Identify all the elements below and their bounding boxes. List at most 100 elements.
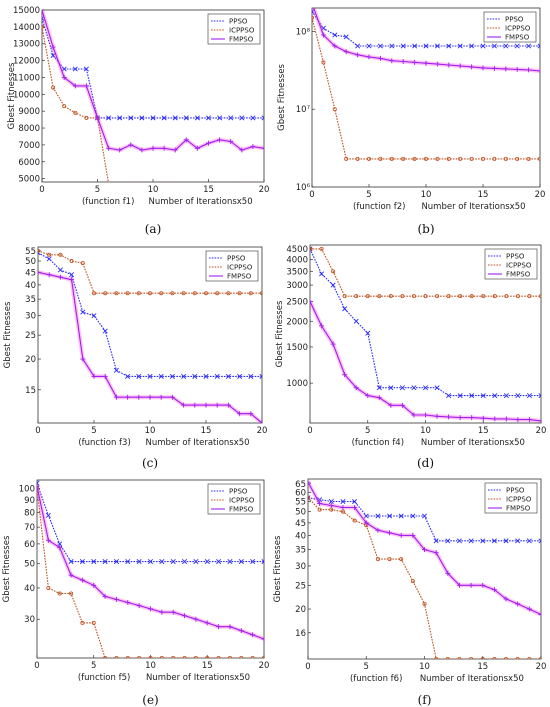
y-tick-label: 9000 <box>18 107 40 117</box>
x-tick-label: 0 <box>35 426 40 436</box>
chart-svg: 0 5 10 15 20 5000 6000 7000 8000 9000 10000 11000 12… <box>7 6 269 207</box>
data-point-fmpso <box>340 505 346 511</box>
data-point-icppso <box>480 657 485 659</box>
data-point-ppso <box>147 373 153 379</box>
chart-panel-2: 0 5 10 15 20 10⁶ 10⁷ 10⁸ Gbest Fitnesses (functio… <box>275 0 550 236</box>
data-point-ppso <box>387 513 393 519</box>
y-axis-label: Gbest Fitnesses <box>277 64 287 131</box>
legend-label: PPSO <box>229 488 248 496</box>
legend-label: FMPSO <box>506 505 531 513</box>
data-point-icppso <box>251 181 254 182</box>
data-point-ppso <box>204 559 210 565</box>
data-point-ppso <box>375 513 381 519</box>
panel-caption: (d) <box>416 456 435 470</box>
data-point-icppso <box>365 294 370 299</box>
y-tick-label: 30 <box>25 312 36 322</box>
data-point-icppso <box>248 291 253 296</box>
legend-label: PPSO <box>227 255 246 263</box>
y-tick-label: 4500 <box>286 245 308 255</box>
y-tick-label: 40 <box>25 281 36 291</box>
series-group <box>42 10 264 182</box>
data-point-ppso <box>117 115 123 121</box>
data-point-fmpso <box>45 537 51 543</box>
data-point-fmpso <box>308 479 311 485</box>
chart-panel-3: 0 5 10 15 20 15 20 25 30 35 40 45 50 55 Gbest Fitnesse… <box>0 236 275 472</box>
legend-label: PPSO <box>506 487 525 495</box>
data-point-ppso <box>353 318 359 324</box>
data-point-icppso <box>80 261 85 266</box>
data-point-ppso <box>328 499 334 505</box>
data-point-ppso <box>343 34 349 40</box>
data-point-fmpso <box>239 147 245 153</box>
data-point-ppso <box>491 538 497 544</box>
data-point-fmpso <box>46 272 52 278</box>
data-point-icppso <box>434 657 439 659</box>
data-point-fmpso <box>376 395 382 401</box>
data-point-icppso <box>140 181 143 182</box>
chart-panel-5: 0 5 10 15 20 30 40 50 60 70 80 90 100 Gbest Fitnesses… <box>0 472 275 707</box>
data-point-ppso <box>526 393 532 399</box>
data-point-ppso <box>423 43 429 49</box>
data-point-icppso <box>215 291 220 296</box>
y-tick-label: 25 <box>25 331 36 341</box>
data-point-fmpso <box>491 587 497 593</box>
y-tick-label: 30 <box>295 562 306 572</box>
data-point-fmpso <box>365 393 371 399</box>
x-tick-label: 10 <box>419 662 430 672</box>
data-point-icppso <box>227 656 232 658</box>
y-tick-label: 80 <box>24 509 35 519</box>
x-tick-label: 10 <box>420 426 431 436</box>
data-point-icppso <box>192 291 197 296</box>
data-point-ppso <box>102 559 108 565</box>
data-point-icppso <box>193 656 198 658</box>
data-point-ppso <box>421 513 428 519</box>
x-axis-label: Number of Iterationsx50 <box>421 202 525 212</box>
y-tick-label: 2500 <box>286 297 308 307</box>
y-tick-label: 1500 <box>286 343 308 353</box>
data-point-fmpso <box>50 44 56 50</box>
data-point-ppso <box>446 43 452 49</box>
data-point-ppso <box>248 373 254 379</box>
data-point-fmpso <box>95 115 100 121</box>
data-point-icppso <box>226 291 231 296</box>
data-point-icppso <box>321 60 326 65</box>
data-point-fmpso <box>91 373 97 379</box>
data-point-ppso <box>434 385 440 391</box>
data-point-ppso <box>491 43 497 49</box>
series-line-icppso <box>37 488 264 658</box>
data-point-fmpso <box>423 412 428 418</box>
data-point-fmpso <box>422 547 427 553</box>
data-point-icppso <box>148 656 153 658</box>
y-tick-label: 40 <box>295 531 306 541</box>
data-point-icppso <box>492 156 497 161</box>
y-tick-label: 35 <box>295 546 306 556</box>
data-point-icppso <box>539 294 541 299</box>
data-point-icppso <box>42 24 44 29</box>
data-point-fmpso <box>343 49 349 55</box>
data-point-ppso <box>193 559 199 565</box>
data-point-fmpso <box>79 577 85 583</box>
data-point-fmpso <box>456 582 462 588</box>
data-point-ppso <box>355 43 361 49</box>
x-tick-label: 20 <box>535 190 546 200</box>
data-point-icppso <box>457 657 462 659</box>
panel-caption: (c) <box>141 456 159 470</box>
data-point-fmpso <box>330 341 336 347</box>
data-point-fmpso <box>503 596 509 602</box>
data-point-fmpso <box>172 147 178 153</box>
x-axis-label: Number of Iterationsx50 <box>420 674 524 684</box>
data-point-ppso <box>79 559 85 565</box>
data-point-ppso <box>412 43 418 49</box>
data-point-ppso <box>237 373 243 379</box>
legend-label: ICPPSO <box>505 25 531 33</box>
y-tick-label: 65 <box>295 480 306 490</box>
data-point-icppso <box>185 181 188 182</box>
data-point-icppso <box>458 294 463 299</box>
x-tick-label: 0 <box>39 185 44 195</box>
y-axis-label: Gbest Fitnesses <box>275 300 285 367</box>
data-point-fmpso <box>250 632 256 638</box>
data-point-icppso <box>182 656 187 658</box>
x-tick-label: 10 <box>148 185 159 195</box>
data-point-ppso <box>526 43 532 49</box>
